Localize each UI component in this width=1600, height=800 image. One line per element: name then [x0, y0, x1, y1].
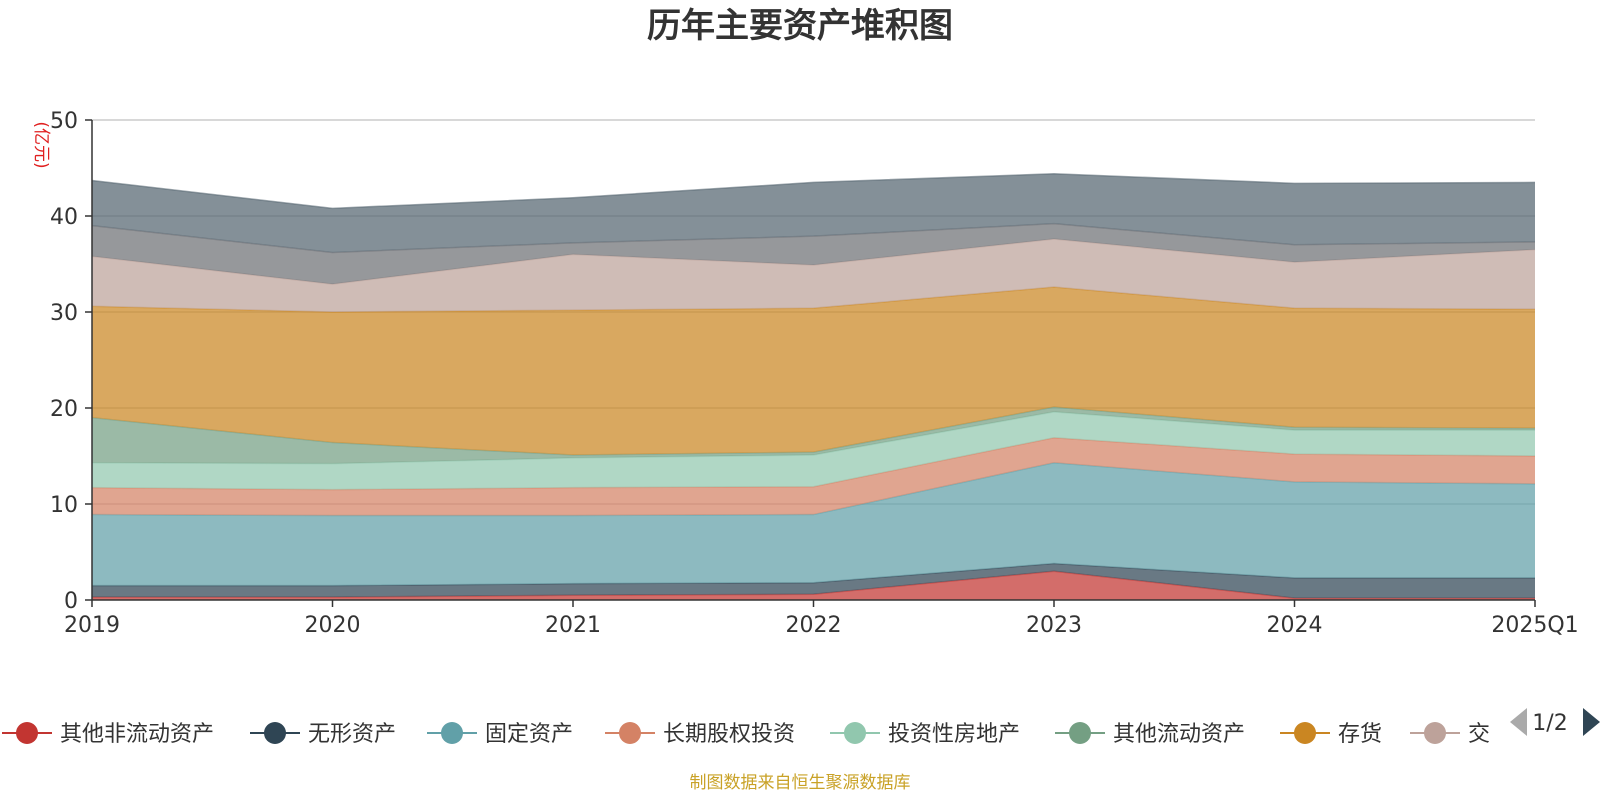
area-series-edge-9	[91, 173, 1536, 210]
legend-marker-icon	[1069, 722, 1091, 744]
legend-marker-icon	[1424, 722, 1446, 744]
chart-title: 历年主要资产堆积图	[647, 6, 953, 46]
y-axis-unit: (亿元)	[31, 121, 51, 168]
y-tick-label: 50	[50, 109, 78, 134]
y-tick-label: 30	[50, 301, 78, 326]
x-tick-label: 2023	[1026, 613, 1082, 638]
x-tick-label: 2025Q1	[1491, 613, 1578, 638]
legend-item-3[interactable]: 长期股权投资	[605, 722, 795, 747]
area-series-1[interactable]	[92, 563, 1535, 599]
legend-item-1[interactable]: 无形资产	[250, 722, 396, 747]
legend-label: 交	[1468, 722, 1490, 747]
legend-marker-icon	[619, 722, 641, 744]
y-tick-label: 0	[64, 589, 78, 614]
legend: 其他非流动资产 无形资产 固定资产 长期股权投资 投资性房地产 其他流动资产 存货 交	[2, 722, 1490, 747]
legend-marker-icon	[844, 722, 866, 744]
area-series-0[interactable]	[92, 571, 1535, 600]
legend-item-2[interactable]: 固定资产	[427, 722, 573, 747]
y-tick-label: 20	[50, 397, 78, 422]
legend-marker-icon	[264, 722, 286, 744]
area-series-8[interactable]	[92, 223, 1535, 285]
legend-label: 无形资产	[308, 722, 396, 747]
legend-pager: 1/2	[1510, 708, 1600, 736]
legend-marker-icon	[16, 722, 38, 744]
legend-marker-icon	[441, 722, 463, 744]
x-tick-label: 2019	[64, 613, 120, 638]
legend-label: 存货	[1338, 722, 1382, 747]
legend-item-0[interactable]: 其他非流动资产	[2, 722, 214, 747]
legend-label: 长期股权投资	[663, 722, 795, 747]
legend-label: 其他流动资产	[1113, 722, 1245, 747]
legend-item-4[interactable]: 投资性房地产	[830, 722, 1020, 747]
x-tick-label: 2021	[545, 613, 601, 638]
y-tick-label: 40	[50, 205, 78, 230]
data-source-note: 制图数据来自恒生聚源数据库	[690, 773, 911, 793]
area-series-4[interactable]	[92, 411, 1535, 490]
stacked-areas	[91, 173, 1536, 600]
area-series-2[interactable]	[92, 462, 1535, 586]
area-series-3[interactable]	[92, 437, 1535, 516]
area-series-9[interactable]	[92, 173, 1535, 253]
x-tick-label: 2024	[1267, 613, 1323, 638]
legend-label: 投资性房地产	[888, 722, 1020, 747]
x-tick-label: 2022	[786, 613, 842, 638]
legend-page-indicator: 1/2	[1532, 711, 1567, 736]
legend-label: 其他非流动资产	[60, 722, 214, 747]
legend-next-arrow-icon[interactable]	[1583, 708, 1600, 736]
legend-prev-arrow-icon[interactable]	[1510, 708, 1527, 736]
x-tick-label: 2020	[305, 613, 361, 638]
y-tick-label: 10	[50, 493, 78, 518]
x-tick-labels: 2019 2020 2021 2022 2023 2024 2025Q1	[64, 600, 1579, 638]
area-series-6[interactable]	[92, 287, 1535, 456]
legend-marker-icon	[1294, 722, 1316, 744]
legend-item-5[interactable]: 其他流动资产	[1055, 722, 1245, 747]
y-tick-labels: 0 10 20 30 40 50	[50, 109, 92, 614]
legend-item-6[interactable]: 存货	[1280, 722, 1382, 747]
area-series-7[interactable]	[92, 239, 1535, 312]
legend-label: 固定资产	[485, 722, 573, 747]
legend-item-7[interactable]: 交	[1410, 722, 1490, 747]
